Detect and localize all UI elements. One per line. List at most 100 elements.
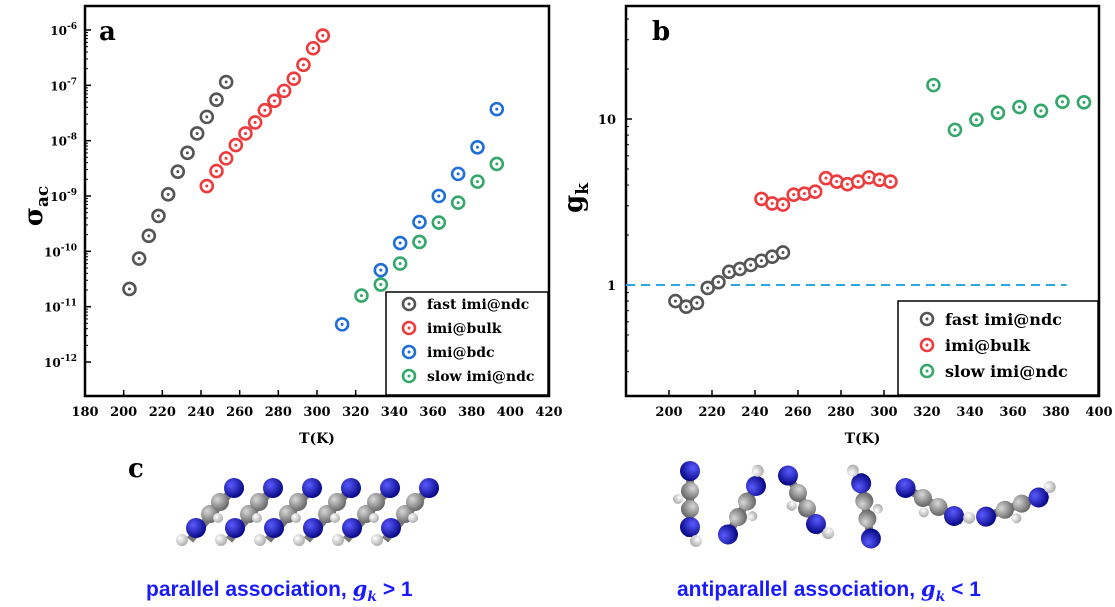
hydrogen-atom [369,513,379,523]
nitrogen-atom [380,478,400,498]
data-point-bulk [276,83,292,99]
x-tick-label-a: 200 [110,405,137,420]
x-tick-label-a: 360 [419,405,446,420]
data-point-bdc [489,101,505,117]
hydrogen-atom [293,534,305,546]
data-point-bdc [334,317,350,332]
panel-label-c: c [128,454,144,484]
hydrogen-atom [252,513,262,523]
molecule-antiparallel-2 [718,464,766,545]
nitrogen-atom [851,473,872,494]
nitrogen-atom [895,478,916,498]
carbon-atom [211,493,229,511]
hydrogen-atom [690,535,702,547]
data-point-fast [668,293,683,309]
y-tick-label-a: 10-9 [50,188,77,204]
data-point-bulk [199,178,215,194]
nitrogen-atom [778,465,798,486]
x-tick-label-a: 420 [535,405,562,420]
data-point-slow [489,156,505,172]
carbon-atom [289,493,307,511]
molecule-parallel-4 [293,478,361,546]
molecule-parallel-6 [371,478,439,546]
carbon-atom [738,492,756,511]
legend-marker-slow [401,368,417,384]
x-tick-label-a: 240 [187,405,214,420]
nitrogen-atom [381,518,401,538]
carbon-atom [681,500,699,518]
legend-b: fast imi@ndc imi@bulk slow imi@ndc [897,300,1099,396]
plot-frame-b [624,4,1101,398]
hydrogen-atom [786,500,797,511]
x-tick-label-a: 380 [458,405,485,420]
nitrogen-atom [263,478,283,498]
molecule-parallel-3 [254,478,322,546]
data-point-fast [218,74,234,90]
nitrogen-atom [680,461,700,481]
carbon-atom [328,493,346,511]
x-tick-label-a: 220 [149,405,176,420]
hydrogen-atom [1043,481,1056,494]
hydrogen-atom [332,534,344,546]
data-point-fast [131,251,147,266]
legend-a: fast imi@ndc imi@bulk imi@bdc slow imi@ndc [385,291,549,396]
data-point-fast [151,208,166,224]
hydrogen-atom [213,513,223,523]
data-point-fast [209,92,224,108]
legend-marker-fast [919,311,935,327]
panel-label-b: b [652,17,670,47]
panel-a: a 180 200 220 240 260 280 300 320 340 360 380 400 420… [19,4,563,447]
nitrogen-atom [303,518,323,538]
data-point-bulk [775,197,791,212]
y-tick-label-a: 10-12 [44,354,77,370]
molecule-antiparallel-6 [976,481,1056,527]
caption-antiparallel-relation: < 1 [945,578,981,601]
data-point-bulk [872,172,888,188]
parallel-molecules-illustration [176,478,439,546]
caption-parallel-text: parallel association, [146,578,353,601]
hydrogen-atom [751,464,764,477]
hydrogen-atom [176,534,188,546]
carbon-atom [858,509,877,528]
carbon-atom [789,483,807,502]
data-point-bulk [247,115,263,130]
molecule-parallel-2 [215,478,283,546]
data-point-slow [412,234,427,250]
data-point-bdc [470,140,485,155]
molecule-parallel-1 [176,478,244,546]
data-point-slow [392,256,408,271]
nitrogen-atom [264,518,284,538]
hydrogen-atom [215,534,227,546]
data-point-fast [180,145,195,161]
carbon-atom [798,499,816,518]
carbon-atom [929,498,948,516]
panel-b: b 200 220 240 260 280 300 320 340 360 380 400 1 10 T(K… [559,4,1113,447]
y-tick-label-a: 10-6 [50,22,77,38]
data-point-fast [189,126,205,141]
x-tick-label-b: 360 [999,405,1026,420]
legend-marker-bulk [919,337,935,353]
y-tick-label-a: 10-11 [44,299,77,315]
data-point-slow [1055,94,1070,110]
data-point-bdc [373,262,389,278]
nitrogen-atom [680,517,700,537]
data-point-fast [141,228,157,244]
hydrogen-atom [254,534,266,546]
data-point-slow [373,277,389,292]
y-axis-label-a: σac [19,186,53,227]
caption-antiparallel-gk: gk [920,576,946,606]
x-tick-label-a: 260 [226,405,253,420]
data-point-slow [470,174,485,189]
x-tick-label-b: 240 [741,405,768,420]
data-point-bdc [392,235,408,251]
data-point-bulk [883,174,898,189]
data-point-bulk [754,191,769,207]
x-tick-label-b: 300 [870,405,897,420]
carbon-atom [1012,494,1031,513]
x-axis-label-b: T(K) [845,431,881,447]
data-point-bulk [238,126,253,141]
x-tick-label-b: 200 [655,405,682,420]
data-point-slow [354,288,369,303]
nitrogen-atom [976,506,997,527]
